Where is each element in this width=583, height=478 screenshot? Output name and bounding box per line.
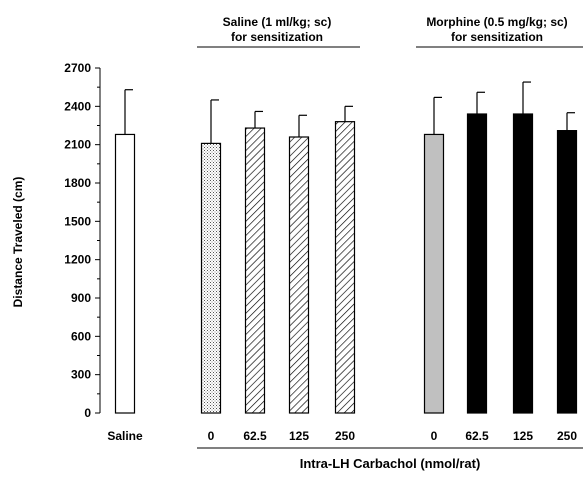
x-category-label: 125	[289, 429, 309, 443]
group-label-saline-line1: Saline (1 ml/kg; sc)	[223, 15, 332, 29]
y-ticks: 0 300 600 900 1200 1500 1800 2100 2400 2700	[64, 61, 100, 420]
y-tick-label: 1500	[64, 214, 91, 228]
y-tick-label: 600	[71, 329, 91, 343]
x-category-label: 0	[431, 429, 438, 443]
bar	[200, 142, 222, 414]
group-label-morphine-line2: for sensitization	[451, 30, 543, 44]
x-category-label: 125	[513, 429, 533, 443]
bar	[556, 130, 578, 414]
bar	[512, 113, 534, 414]
x-category-label: 250	[335, 429, 355, 443]
y-tick-label: 900	[71, 291, 91, 305]
x-category-label: 0	[208, 429, 215, 443]
bar	[334, 121, 356, 414]
x-category-label: 62.5	[465, 429, 489, 443]
y-tick-label: 300	[71, 368, 91, 382]
bar	[423, 133, 445, 414]
bar	[114, 133, 136, 414]
bar	[466, 113, 488, 414]
bar	[288, 136, 310, 414]
group-label-morphine-line1: Morphine (0.5 mg/kg; sc)	[426, 15, 567, 29]
bar	[244, 127, 266, 414]
y-tick-label: 1800	[64, 176, 91, 190]
y-axis-label: Distance Traveled (cm)	[11, 177, 25, 308]
y-tick-label: 2400	[64, 99, 91, 113]
group-label-saline-line2: for sensitization	[231, 30, 323, 44]
y-tick-label: 2100	[64, 138, 91, 152]
x-axis-label: Intra-LH Carbachol (nmol/rat)	[300, 456, 481, 471]
y-tick-label: 0	[84, 406, 91, 420]
bars: Saline 0 62.5 125 250 0 62.5 125 250	[107, 81, 578, 443]
y-tick-label: 1200	[64, 253, 91, 267]
x-category-label: Saline	[107, 429, 143, 443]
x-category-label: 250	[557, 429, 577, 443]
x-category-label: 62.5	[243, 429, 267, 443]
y-tick-label: 2700	[64, 61, 91, 75]
